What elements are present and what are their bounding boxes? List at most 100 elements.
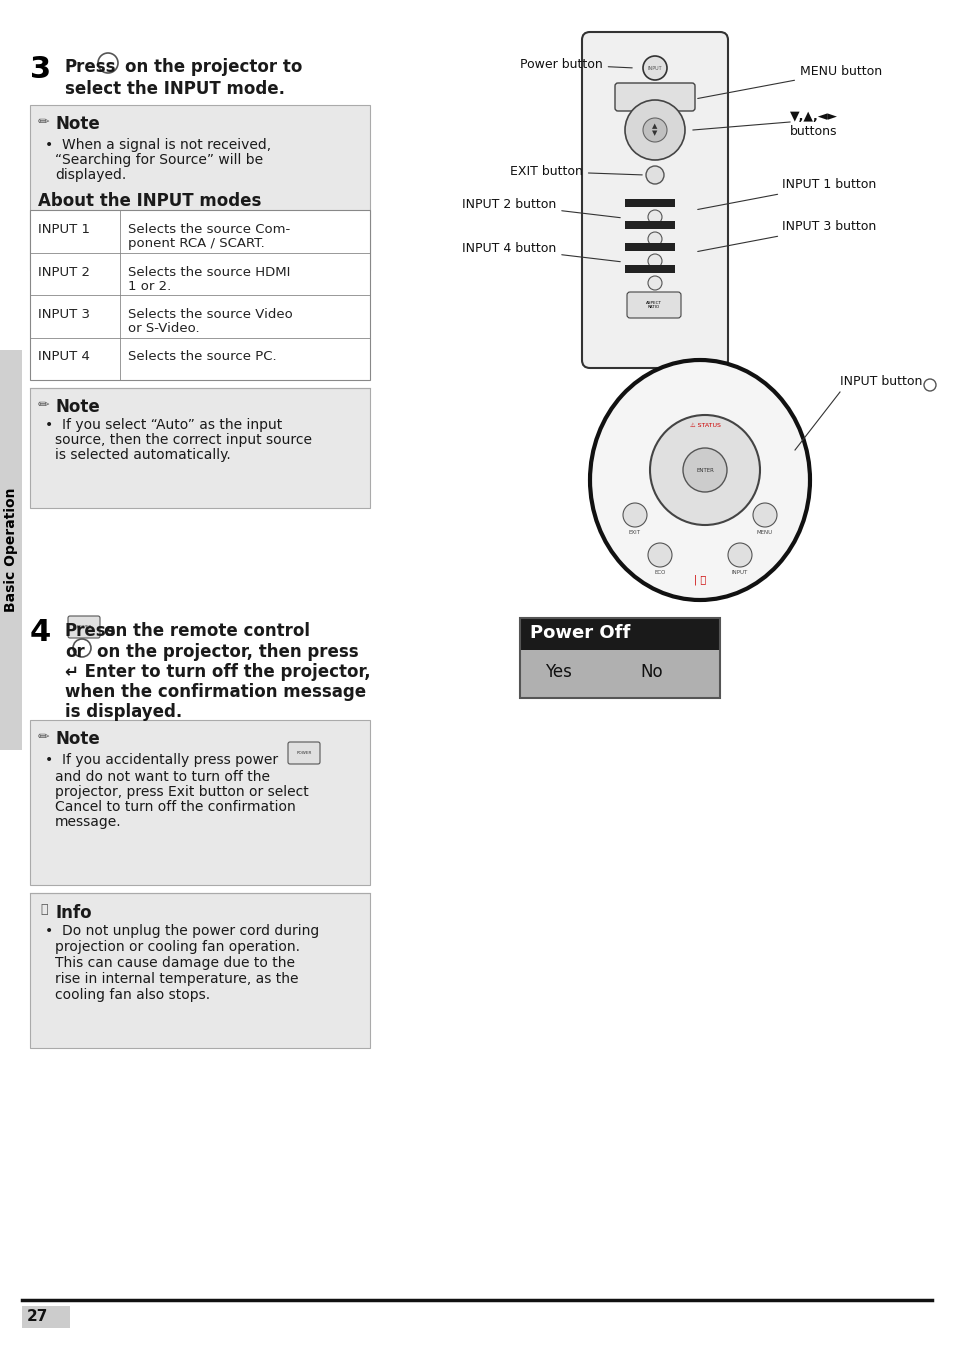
Circle shape bbox=[622, 503, 646, 527]
Text: and do not want to turn off the: and do not want to turn off the bbox=[55, 770, 270, 784]
Bar bbox=[624, 264, 675, 273]
Text: 3: 3 bbox=[30, 56, 51, 84]
Text: 📋: 📋 bbox=[40, 903, 48, 917]
Circle shape bbox=[647, 542, 671, 567]
Text: buttons: buttons bbox=[789, 125, 837, 138]
Bar bbox=[624, 199, 675, 207]
Text: when the confirmation message: when the confirmation message bbox=[65, 683, 366, 701]
Text: ✏: ✏ bbox=[38, 399, 50, 412]
Text: INPUT 3: INPUT 3 bbox=[38, 308, 90, 321]
Text: ↵ Enter to turn off the projector,: ↵ Enter to turn off the projector, bbox=[65, 663, 370, 681]
Text: Power button: Power button bbox=[519, 58, 632, 71]
Bar bbox=[30, 894, 370, 1048]
Text: Selects the source Video: Selects the source Video bbox=[128, 308, 293, 321]
Text: Note: Note bbox=[55, 730, 100, 749]
Text: is selected automatically.: is selected automatically. bbox=[55, 447, 231, 462]
Text: projection or cooling fan operation.: projection or cooling fan operation. bbox=[55, 940, 299, 955]
Text: Yes: Yes bbox=[544, 663, 571, 681]
Text: 1 or 2.: 1 or 2. bbox=[128, 279, 172, 293]
Text: 27: 27 bbox=[27, 1309, 49, 1323]
Text: Press: Press bbox=[65, 622, 116, 640]
Text: on the remote control: on the remote control bbox=[104, 622, 310, 640]
Text: on the projector, then press: on the projector, then press bbox=[97, 643, 358, 660]
Bar bbox=[22, 1306, 70, 1328]
Text: 4: 4 bbox=[30, 618, 51, 647]
Text: ⚠ STATUS: ⚠ STATUS bbox=[689, 423, 720, 427]
Text: EXIT: EXIT bbox=[628, 530, 640, 536]
Text: | ⏻: | ⏻ bbox=[693, 575, 705, 586]
Text: ✏: ✏ bbox=[38, 730, 50, 744]
Bar bbox=[519, 618, 720, 698]
Text: ponent RCA / SCART.: ponent RCA / SCART. bbox=[128, 237, 265, 250]
Circle shape bbox=[624, 100, 684, 160]
Text: •  If you accidentally press power: • If you accidentally press power bbox=[45, 753, 278, 767]
Text: source, then the correct input source: source, then the correct input source bbox=[55, 433, 312, 447]
Text: ENTER: ENTER bbox=[696, 468, 713, 472]
Text: Info: Info bbox=[55, 904, 91, 922]
Text: EXIT button: EXIT button bbox=[510, 165, 641, 178]
Text: ✏: ✏ bbox=[38, 115, 50, 129]
Text: INPUT 1 button: INPUT 1 button bbox=[697, 178, 876, 209]
Circle shape bbox=[642, 118, 666, 142]
Text: About the INPUT modes: About the INPUT modes bbox=[38, 193, 261, 210]
Text: Press: Press bbox=[65, 58, 116, 76]
Bar bbox=[519, 618, 720, 650]
Bar bbox=[519, 650, 720, 698]
Text: or S-Video.: or S-Video. bbox=[128, 321, 199, 335]
Text: No: No bbox=[639, 663, 662, 681]
Text: or: or bbox=[65, 643, 85, 660]
Bar bbox=[0, 350, 22, 750]
Text: This can cause damage due to the: This can cause damage due to the bbox=[55, 956, 294, 970]
Circle shape bbox=[642, 56, 666, 80]
Text: INPUT 2 button: INPUT 2 button bbox=[461, 198, 619, 218]
Text: POWER: POWER bbox=[76, 625, 91, 629]
FancyBboxPatch shape bbox=[288, 742, 319, 763]
Circle shape bbox=[647, 277, 661, 290]
Text: INPUT 1: INPUT 1 bbox=[38, 222, 90, 236]
Circle shape bbox=[752, 503, 776, 527]
Circle shape bbox=[727, 542, 751, 567]
Circle shape bbox=[647, 254, 661, 268]
Circle shape bbox=[682, 447, 726, 492]
FancyBboxPatch shape bbox=[626, 292, 680, 319]
Text: Selects the source PC.: Selects the source PC. bbox=[128, 350, 276, 363]
Text: MENU: MENU bbox=[756, 530, 772, 536]
Text: •  Do not unplug the power cord during: • Do not unplug the power cord during bbox=[45, 923, 319, 938]
Circle shape bbox=[647, 210, 661, 224]
Text: INPUT 3 button: INPUT 3 button bbox=[697, 220, 876, 251]
Text: Note: Note bbox=[55, 399, 100, 416]
Circle shape bbox=[647, 232, 661, 245]
Text: select the INPUT mode.: select the INPUT mode. bbox=[65, 80, 285, 98]
Bar bbox=[624, 221, 675, 229]
Text: message.: message. bbox=[55, 815, 121, 829]
Text: INPUT: INPUT bbox=[731, 571, 747, 575]
Text: “Searching for Source” will be: “Searching for Source” will be bbox=[55, 153, 263, 167]
Text: rise in internal temperature, as the: rise in internal temperature, as the bbox=[55, 972, 298, 986]
Bar bbox=[624, 243, 675, 251]
Text: INPUT button: INPUT button bbox=[840, 376, 922, 388]
Text: ▲
▼: ▲ ▼ bbox=[652, 123, 657, 137]
FancyBboxPatch shape bbox=[68, 616, 100, 639]
Text: •  When a signal is not received,: • When a signal is not received, bbox=[45, 138, 271, 152]
Text: INPUT: INPUT bbox=[647, 65, 661, 71]
Text: cooling fan also stops.: cooling fan also stops. bbox=[55, 989, 210, 1002]
FancyBboxPatch shape bbox=[615, 83, 695, 111]
Text: INPUT 2: INPUT 2 bbox=[38, 266, 90, 278]
Text: Note: Note bbox=[55, 115, 100, 133]
Text: Cancel to turn off the confirmation: Cancel to turn off the confirmation bbox=[55, 800, 295, 814]
Text: INPUT 4: INPUT 4 bbox=[38, 350, 90, 363]
Bar bbox=[30, 388, 370, 508]
Text: POWER: POWER bbox=[296, 751, 312, 755]
Text: Selects the source HDMI: Selects the source HDMI bbox=[128, 266, 290, 278]
Text: •  If you select “Auto” as the input: • If you select “Auto” as the input bbox=[45, 418, 282, 433]
Bar bbox=[30, 104, 370, 270]
Text: ASPECT
RATIO: ASPECT RATIO bbox=[645, 301, 661, 309]
Text: Basic Operation: Basic Operation bbox=[4, 488, 18, 613]
Text: displayed.: displayed. bbox=[55, 168, 126, 182]
FancyBboxPatch shape bbox=[581, 33, 727, 367]
Text: ▼,▲,◄►: ▼,▲,◄► bbox=[789, 110, 837, 123]
Circle shape bbox=[649, 415, 760, 525]
Text: on the projector to: on the projector to bbox=[125, 58, 302, 76]
Bar bbox=[30, 720, 370, 885]
Text: Selects the source Com-: Selects the source Com- bbox=[128, 222, 290, 236]
